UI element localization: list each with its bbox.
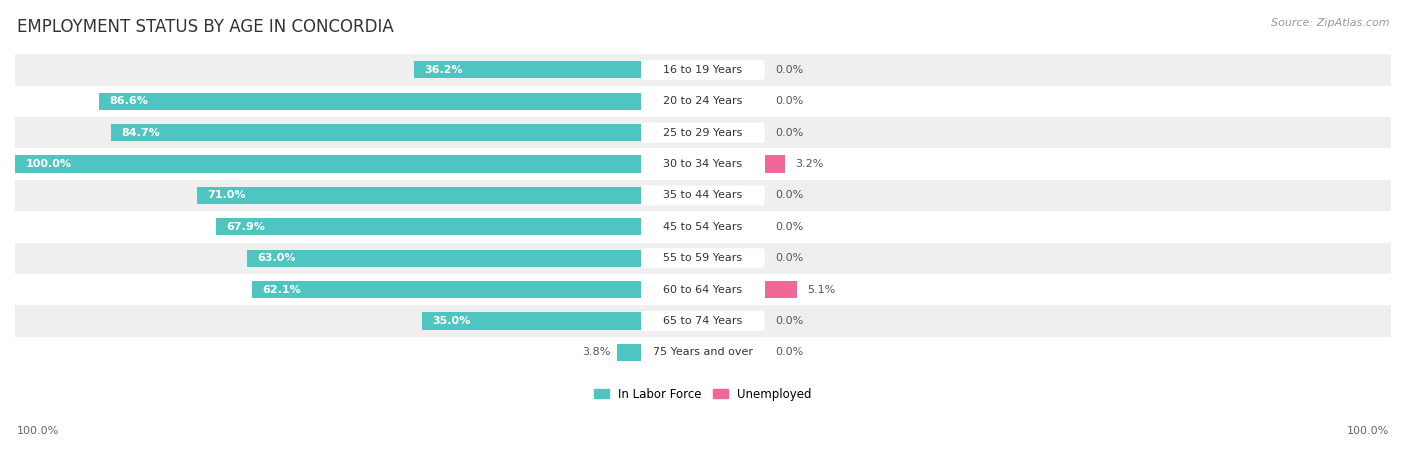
Text: 100.0%: 100.0% [25, 159, 72, 169]
Text: 0.0%: 0.0% [775, 128, 803, 138]
Text: 36.2%: 36.2% [425, 65, 464, 75]
Legend: In Labor Force, Unemployed: In Labor Force, Unemployed [595, 387, 811, 400]
Text: 35 to 44 Years: 35 to 44 Years [664, 190, 742, 200]
Text: EMPLOYMENT STATUS BY AGE IN CONCORDIA: EMPLOYMENT STATUS BY AGE IN CONCORDIA [17, 18, 394, 36]
Bar [15, 54, 1391, 86]
Text: 16 to 19 Years: 16 to 19 Years [664, 65, 742, 75]
Text: 0.0%: 0.0% [775, 65, 803, 75]
Text: 84.7%: 84.7% [121, 128, 160, 138]
Bar [15, 211, 1391, 243]
Bar [422, 312, 641, 330]
FancyBboxPatch shape [641, 311, 765, 331]
Text: 55 to 59 Years: 55 to 59 Years [664, 253, 742, 263]
Bar [15, 274, 1391, 306]
Bar [246, 250, 641, 267]
Bar [217, 218, 641, 235]
Text: 0.0%: 0.0% [775, 316, 803, 326]
Bar [15, 180, 1391, 211]
Text: 67.9%: 67.9% [226, 222, 266, 232]
FancyBboxPatch shape [641, 185, 765, 206]
FancyBboxPatch shape [641, 91, 765, 111]
Text: 71.0%: 71.0% [207, 190, 246, 200]
Bar [197, 187, 641, 204]
Bar [15, 243, 1391, 274]
Bar [98, 93, 641, 110]
FancyBboxPatch shape [641, 248, 765, 268]
Text: 3.2%: 3.2% [796, 159, 824, 169]
Text: 100.0%: 100.0% [1347, 427, 1389, 436]
Bar [15, 337, 1391, 368]
Bar [15, 117, 1391, 148]
Text: 86.6%: 86.6% [110, 96, 148, 106]
Bar [15, 306, 1391, 337]
FancyBboxPatch shape [641, 122, 765, 143]
Text: 0.0%: 0.0% [775, 190, 803, 200]
Text: 0.0%: 0.0% [775, 222, 803, 232]
Text: 20 to 24 Years: 20 to 24 Years [664, 96, 742, 106]
Bar [765, 155, 785, 173]
Bar [111, 124, 641, 141]
FancyBboxPatch shape [641, 154, 765, 174]
Text: 0.0%: 0.0% [775, 253, 803, 263]
Text: 35.0%: 35.0% [432, 316, 471, 326]
Bar [252, 281, 641, 298]
FancyBboxPatch shape [641, 342, 765, 363]
Text: 25 to 29 Years: 25 to 29 Years [664, 128, 742, 138]
Text: 0.0%: 0.0% [775, 96, 803, 106]
Text: 45 to 54 Years: 45 to 54 Years [664, 222, 742, 232]
Bar [15, 155, 641, 173]
Text: 5.1%: 5.1% [807, 285, 835, 295]
FancyBboxPatch shape [641, 60, 765, 80]
Bar [15, 86, 1391, 117]
Text: 62.1%: 62.1% [263, 285, 301, 295]
Text: 30 to 34 Years: 30 to 34 Years [664, 159, 742, 169]
FancyBboxPatch shape [641, 279, 765, 300]
Text: 60 to 64 Years: 60 to 64 Years [664, 285, 742, 295]
Text: 75 Years and over: 75 Years and over [652, 347, 754, 357]
FancyBboxPatch shape [641, 217, 765, 237]
Bar [765, 281, 797, 298]
Text: 63.0%: 63.0% [257, 253, 295, 263]
Text: 0.0%: 0.0% [775, 347, 803, 357]
Bar [617, 344, 641, 361]
Text: 100.0%: 100.0% [17, 427, 59, 436]
Text: Source: ZipAtlas.com: Source: ZipAtlas.com [1271, 18, 1389, 28]
Bar [15, 148, 1391, 180]
Text: 65 to 74 Years: 65 to 74 Years [664, 316, 742, 326]
Bar [415, 61, 641, 78]
Text: 3.8%: 3.8% [582, 347, 610, 357]
